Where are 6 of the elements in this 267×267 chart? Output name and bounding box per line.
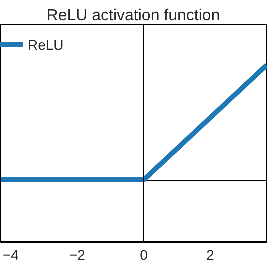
chart-title: ReLU activation function xyxy=(46,8,220,24)
x-tick-label: −2 xyxy=(69,247,86,263)
x-tick-label: 0 xyxy=(140,247,148,263)
x-tick-label: 2 xyxy=(206,247,215,263)
x-tick-label: −4 xyxy=(2,247,20,263)
legend-label: ReLU xyxy=(28,37,64,53)
